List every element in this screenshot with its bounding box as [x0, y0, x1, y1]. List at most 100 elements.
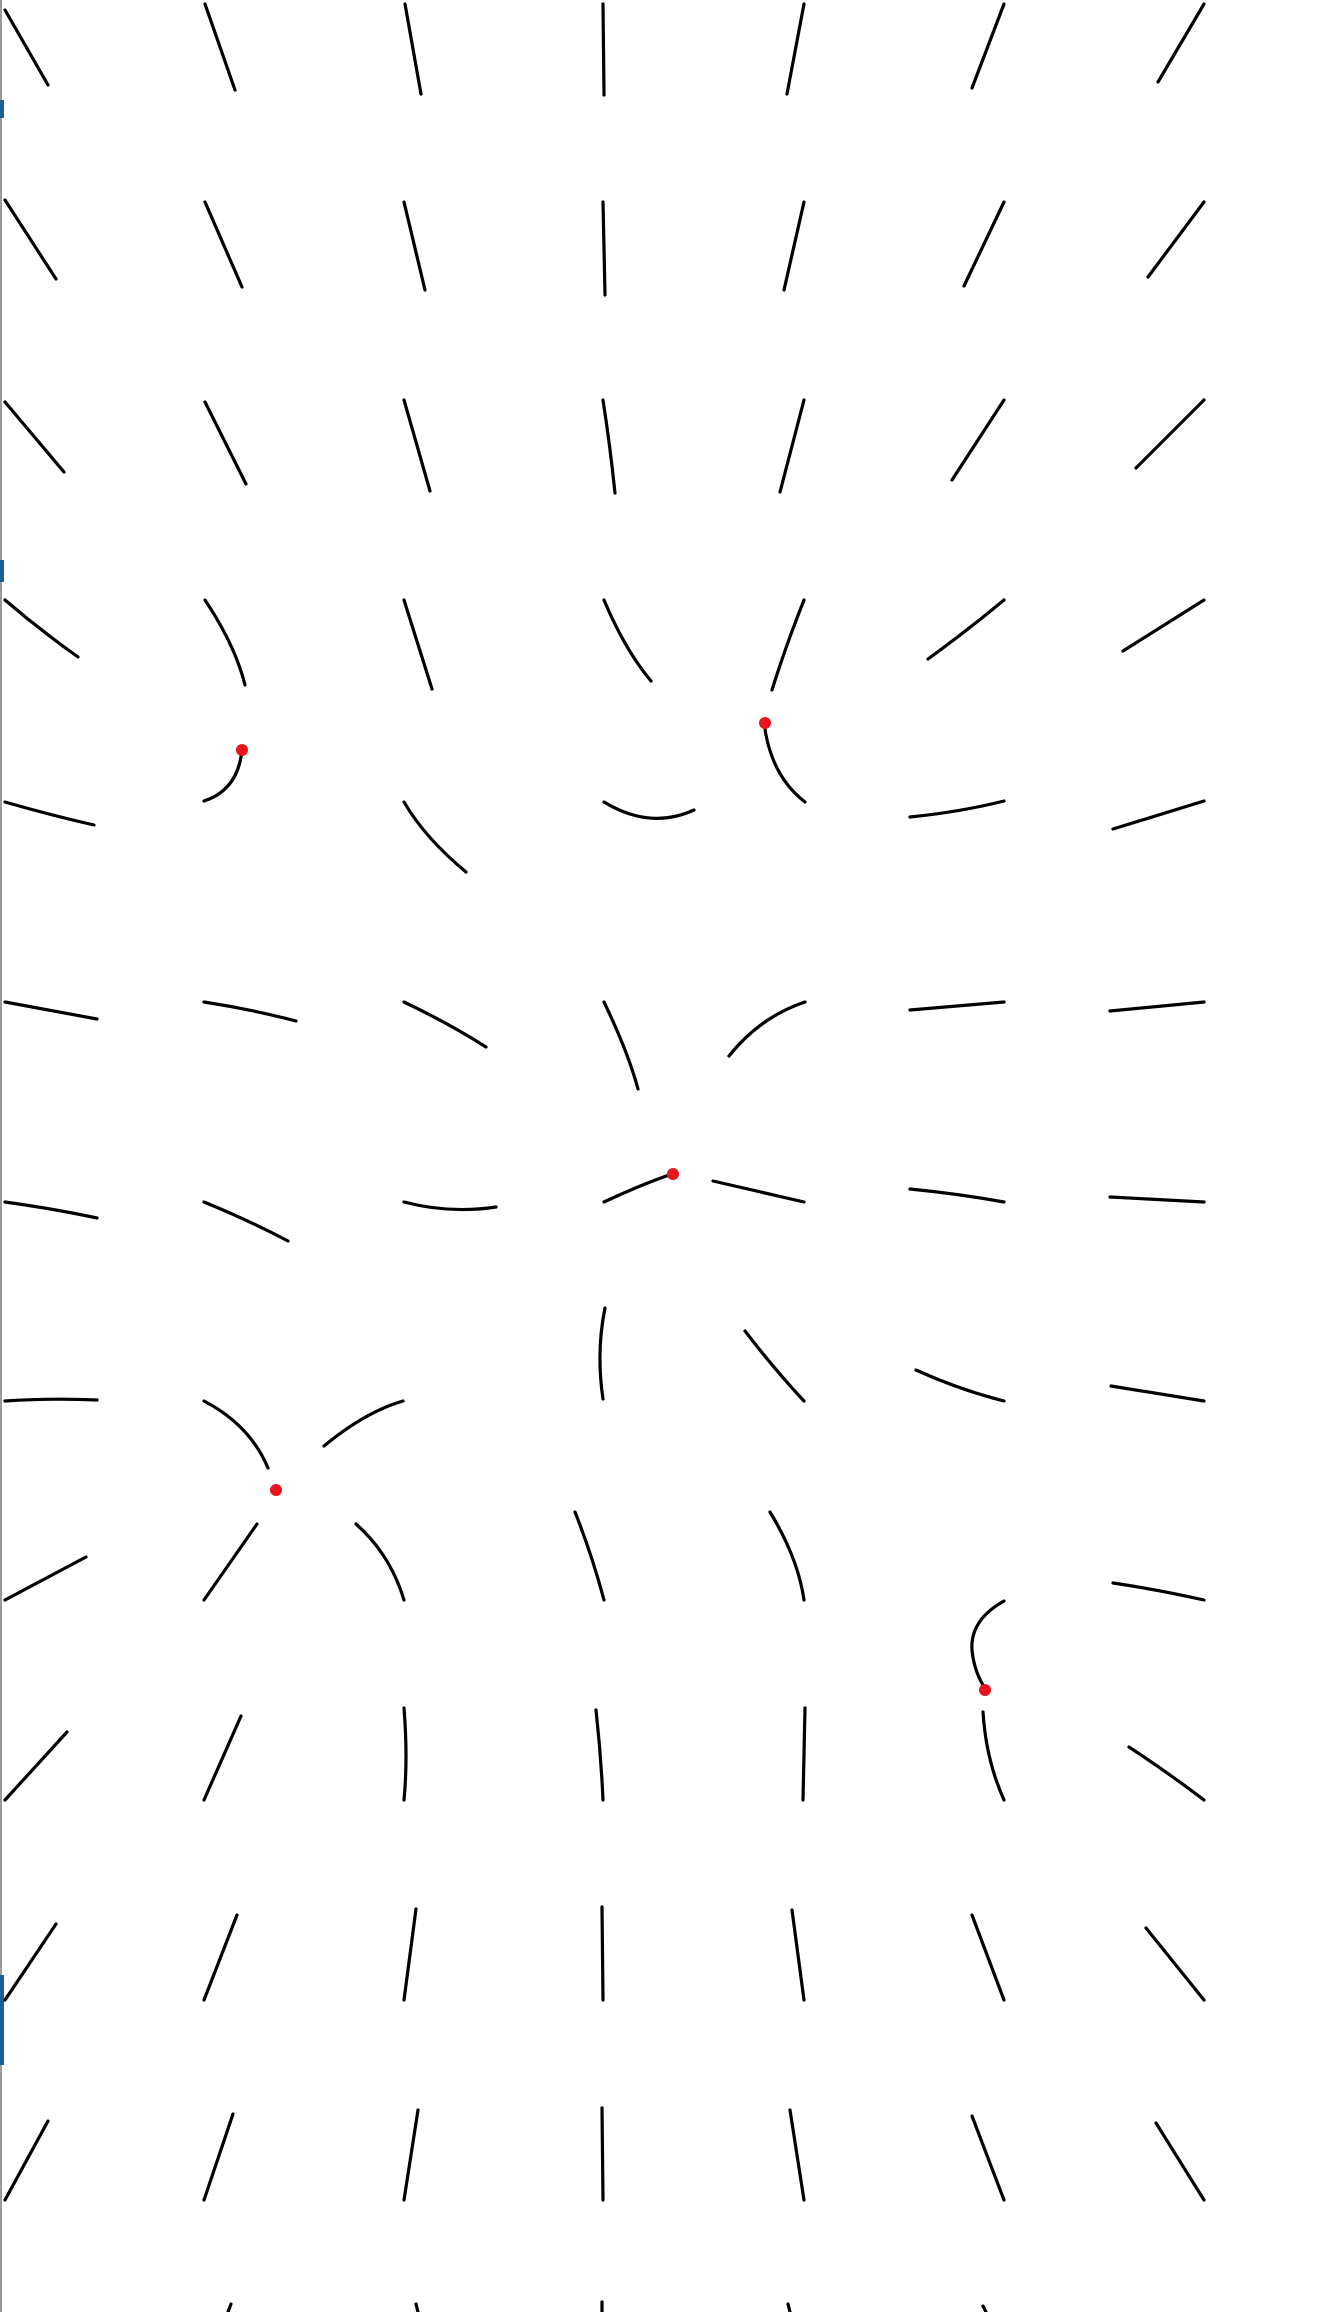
- streamline: [202, 1200, 290, 1243]
- streamline: [402, 800, 468, 874]
- streamline: [600, 1905, 605, 2002]
- streamline: [950, 398, 1006, 482]
- streamline: [970, 2, 1006, 90]
- streamline: [1121, 598, 1206, 653]
- streamline: [601, 398, 617, 495]
- streamline: [602, 598, 653, 683]
- streamline: [202, 2112, 235, 2202]
- streamline: [981, 2304, 988, 2312]
- streamline: [203, 400, 248, 486]
- streamline: [768, 1510, 806, 1602]
- streamline: [203, 200, 244, 289]
- streamline: [202, 1522, 259, 1602]
- streamline: [414, 2302, 420, 2312]
- streamline: [1146, 200, 1206, 279]
- streamline: [402, 1907, 418, 2002]
- left-edge-marker: [0, 1975, 4, 2065]
- streamline: [402, 398, 432, 493]
- singular-point: [236, 744, 248, 756]
- streamline: [711, 1179, 806, 1204]
- streamline: [778, 398, 806, 494]
- streamline: [3, 1555, 88, 1602]
- singular-point: [979, 1684, 991, 1696]
- streamline: [202, 1913, 239, 2002]
- streamline: [354, 1522, 406, 1602]
- streamline: [598, 1306, 607, 1401]
- streamline: [403, 2, 423, 96]
- streamline: [801, 1706, 807, 1802]
- streamline: [402, 1706, 408, 1802]
- streamline: [762, 720, 807, 804]
- streamline: [601, 2, 606, 97]
- streamline: [594, 1708, 605, 1802]
- singular-point: [270, 1484, 282, 1496]
- left-frame-edge: [0, 0, 2, 2312]
- streamline: [602, 1000, 640, 1091]
- streamline: [203, 2, 237, 92]
- streamline: [3, 1730, 69, 1802]
- streamline: [782, 200, 806, 292]
- streamline: [1108, 1000, 1206, 1013]
- streamline: [1111, 799, 1206, 831]
- streamline: [3, 8, 50, 87]
- streamline: [402, 1200, 498, 1212]
- streamlines: [3, 2, 1206, 2312]
- streamline: [1134, 398, 1206, 470]
- streamline: [3, 1922, 58, 2002]
- streamline: [602, 800, 696, 820]
- streamline: [602, 1172, 674, 1204]
- streamline: [770, 598, 806, 692]
- streamline: [3, 1397, 99, 1403]
- streamline: [908, 1000, 1006, 1012]
- streamline: [785, 2, 806, 96]
- streamline: [788, 2108, 806, 2202]
- singular-point: [759, 717, 771, 729]
- streamline: [3, 1000, 99, 1021]
- streamline: [790, 1908, 806, 2002]
- streamline: [402, 2108, 420, 2202]
- streamline: [970, 1599, 1006, 1687]
- streamline: [202, 1399, 270, 1470]
- streamline: [1156, 2, 1206, 84]
- streamline: [601, 200, 607, 297]
- streamline: [202, 1714, 243, 1802]
- streamline: [1111, 1581, 1206, 1602]
- streamline: [926, 598, 1006, 661]
- streamline: [402, 200, 427, 292]
- left-edge-marker: [0, 100, 4, 118]
- singular-points: [236, 717, 991, 1696]
- streamline: [970, 2114, 1006, 2202]
- streamline: [1109, 1384, 1206, 1403]
- streamline: [322, 1399, 405, 1448]
- streamline: [908, 799, 1006, 819]
- streamline: [970, 1913, 1006, 2002]
- streamline: [914, 1368, 1006, 1403]
- streamline: [202, 748, 244, 803]
- streamline: [3, 800, 96, 827]
- streamline: [3, 1200, 99, 1220]
- streamline: [573, 1510, 606, 1602]
- streamline: [981, 1710, 1006, 1802]
- streamline: [3, 598, 80, 659]
- streamline: [402, 598, 434, 691]
- streamline: [3, 400, 66, 474]
- streamline: [1108, 1195, 1206, 1204]
- streamline: [1144, 1926, 1206, 2002]
- streamline: [402, 1000, 488, 1049]
- streamline: [908, 1187, 1006, 1204]
- streamline: [727, 1000, 807, 1058]
- streamline: [600, 2106, 605, 2202]
- singular-point: [667, 1168, 679, 1180]
- streamline: [786, 2302, 792, 2312]
- streamline: [203, 598, 247, 687]
- streamline: [962, 200, 1006, 288]
- streamline: [226, 2302, 233, 2312]
- streamline: [1154, 2121, 1206, 2202]
- streamline: [202, 1000, 298, 1023]
- streamline: [3, 2119, 50, 2202]
- streamline: [743, 1329, 806, 1403]
- left-edge-marker: [0, 560, 4, 582]
- streamline: [1127, 1745, 1206, 1802]
- streamline: [3, 198, 58, 281]
